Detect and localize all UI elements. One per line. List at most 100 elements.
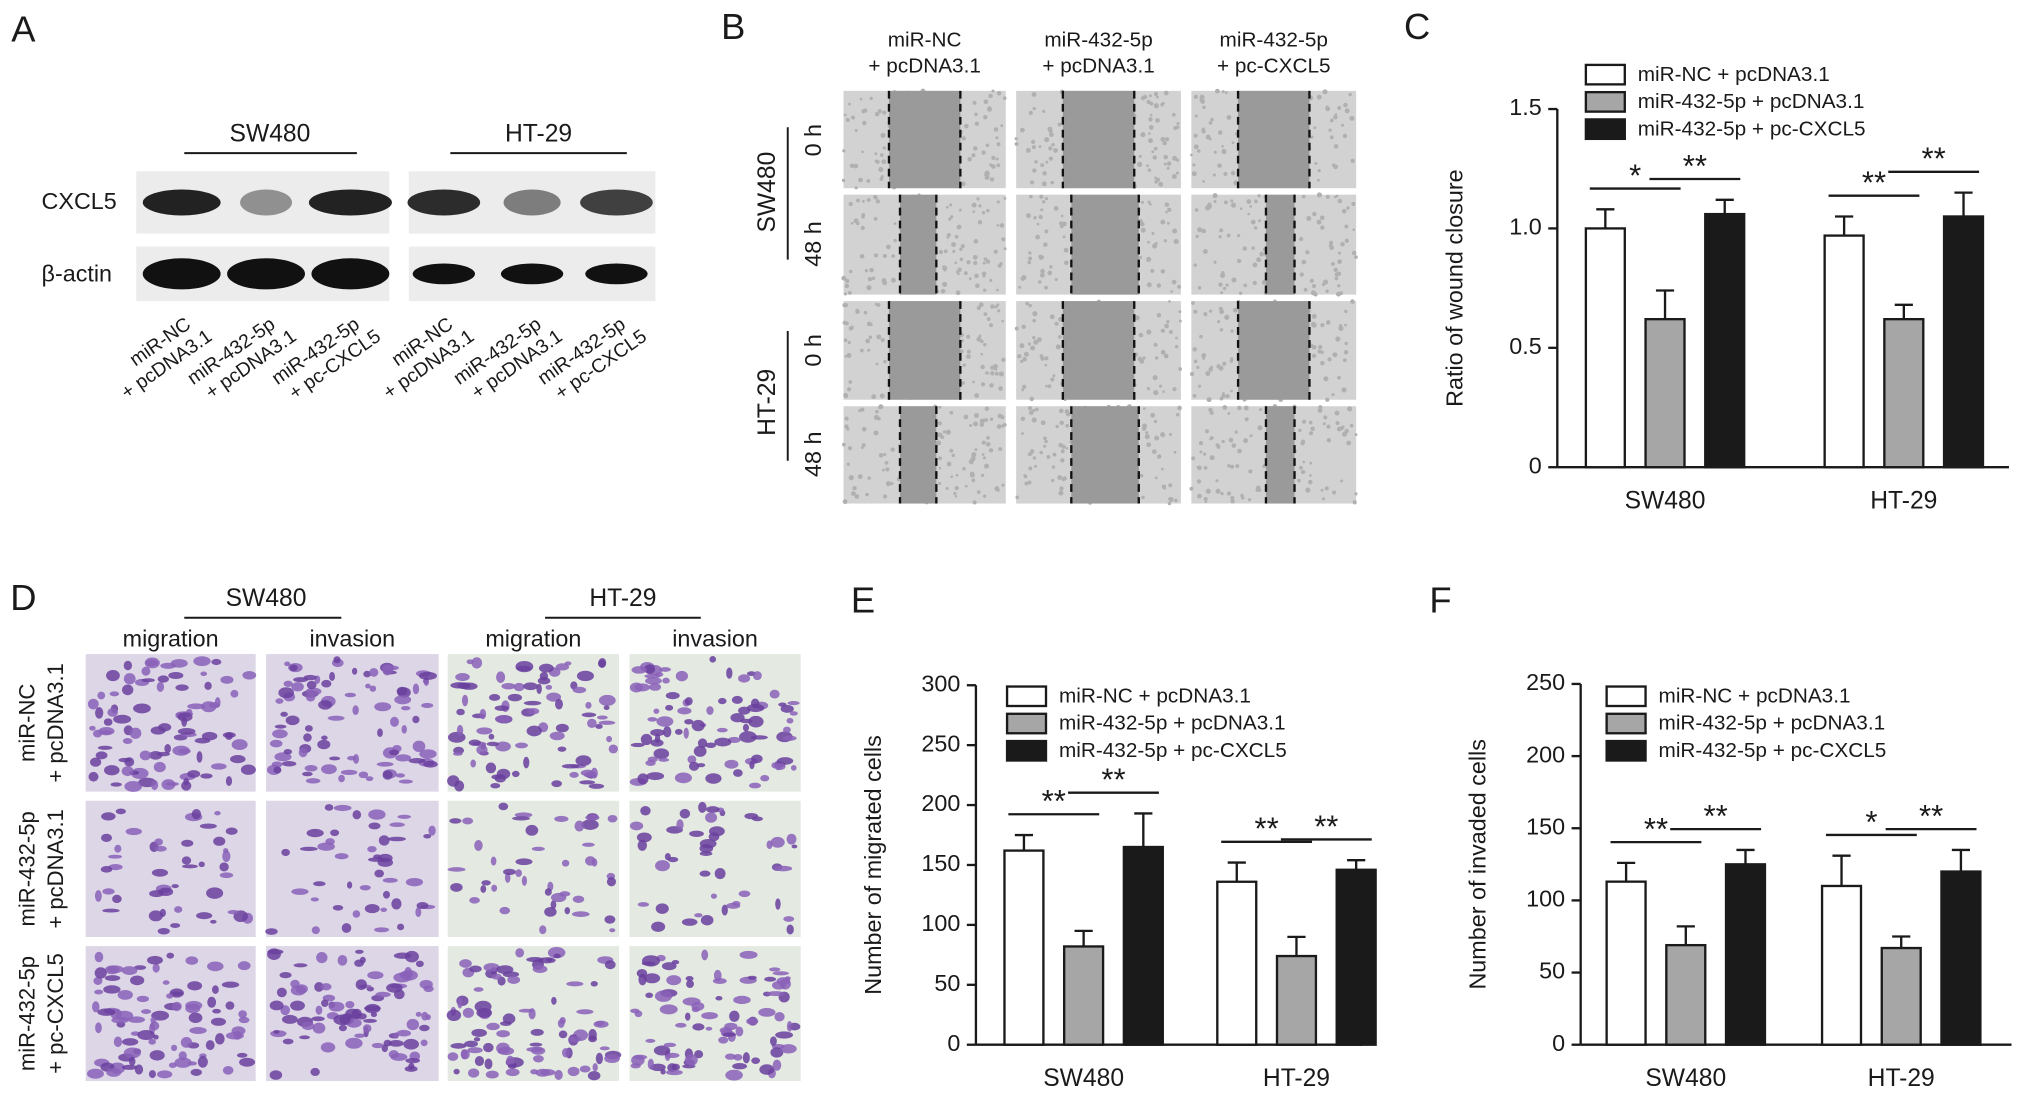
blot-band — [308, 189, 392, 216]
cell-texture — [1224, 91, 1228, 95]
stained-cell — [561, 1047, 570, 1058]
cell-texture — [994, 371, 999, 376]
stained-cell — [476, 1007, 493, 1018]
cell-texture — [980, 382, 986, 387]
stained-cell — [587, 718, 597, 729]
stained-cell — [197, 1056, 208, 1068]
cell-texture — [945, 486, 949, 490]
stained-cell — [659, 1004, 678, 1015]
stained-cell — [495, 741, 511, 752]
y-tick-label: 100 — [921, 910, 960, 936]
stained-cell — [474, 1056, 485, 1067]
cell-texture — [1160, 102, 1164, 107]
cell-texture — [1192, 347, 1197, 352]
cell-texture — [1146, 99, 1151, 105]
cell-texture — [842, 442, 846, 447]
stained-cell — [283, 680, 293, 687]
cell-texture — [1203, 312, 1208, 317]
stained-cell — [513, 682, 525, 692]
cell-texture — [993, 249, 998, 254]
cell-texture — [971, 478, 976, 483]
stained-cell — [758, 1007, 776, 1017]
cell-texture — [1003, 196, 1007, 200]
cell-texture — [1331, 262, 1335, 266]
cell-texture — [1156, 312, 1162, 318]
assay-label: migration — [485, 625, 581, 651]
stained-cell — [106, 1067, 122, 1077]
cell-texture — [1240, 493, 1244, 498]
cell-texture — [1174, 498, 1178, 503]
stained-cell — [185, 956, 199, 965]
stained-cell — [595, 1021, 605, 1027]
cell-texture — [861, 443, 866, 448]
cell-texture — [1174, 345, 1179, 349]
cell-texture — [842, 499, 848, 505]
cell-texture — [1223, 171, 1228, 176]
wound-gap — [888, 301, 961, 400]
stained-cell — [786, 833, 797, 845]
bar — [1335, 868, 1377, 1046]
stained-cell — [428, 825, 436, 836]
stained-cell — [400, 706, 411, 711]
cell-texture — [1309, 278, 1314, 283]
stained-cell — [718, 1036, 729, 1044]
cell-texture — [850, 221, 854, 225]
stained-cell — [210, 919, 217, 924]
cell-texture — [1222, 286, 1227, 291]
cell-texture — [1051, 142, 1055, 147]
wound-gap — [1062, 90, 1135, 189]
cell-texture — [952, 249, 956, 253]
cell-texture — [865, 492, 869, 497]
cell-texture — [841, 178, 846, 183]
cell-texture — [1323, 376, 1329, 382]
cell-texture — [1057, 475, 1063, 481]
cell-texture — [1000, 124, 1004, 128]
stained-cell — [646, 772, 665, 781]
cell-texture — [848, 102, 851, 106]
stained-cell — [290, 1000, 305, 1011]
stained-cell — [494, 705, 509, 711]
cell-texture — [974, 121, 980, 126]
stained-cell — [523, 700, 542, 706]
cell-texture — [1020, 416, 1026, 421]
stained-cell — [709, 656, 717, 663]
cell-texture — [1038, 214, 1043, 220]
cell-texture — [974, 112, 978, 117]
cell-texture — [1018, 285, 1022, 289]
cell-texture — [982, 288, 987, 292]
cell-texture — [996, 163, 1001, 168]
cell-texture — [862, 120, 867, 126]
stained-cell — [94, 890, 102, 902]
cell-texture — [1164, 323, 1169, 329]
cell-texture — [1153, 103, 1159, 109]
legend-swatch — [1005, 739, 1048, 762]
cell-texture — [1029, 194, 1033, 199]
stained-cell — [394, 695, 412, 705]
stained-cell — [724, 759, 739, 769]
cell-texture — [860, 348, 864, 353]
stained-cell — [705, 1026, 713, 1031]
stained-cell — [595, 1052, 603, 1065]
cell-texture — [1236, 258, 1242, 264]
cell-texture — [1165, 137, 1170, 142]
stained-cell — [644, 674, 661, 679]
stained-cell — [654, 990, 673, 1002]
stained-cell — [561, 859, 570, 867]
cell-texture — [985, 143, 990, 148]
cell-texture — [1030, 139, 1036, 145]
stained-cell — [190, 1068, 202, 1076]
time-label: 0 h — [800, 334, 826, 366]
cell-texture — [846, 387, 852, 392]
stained-cell — [496, 768, 511, 780]
legend-swatch — [1584, 63, 1626, 86]
stained-cell — [551, 780, 562, 788]
stained-cell — [193, 656, 211, 667]
stained-cell — [265, 928, 278, 935]
cell-texture — [1148, 117, 1153, 122]
cell-texture — [1176, 121, 1180, 125]
stained-cell — [177, 728, 196, 735]
stained-cell — [701, 1012, 719, 1020]
cell-texture — [1307, 479, 1313, 485]
cell-texture — [1039, 272, 1045, 278]
cell-texture — [1201, 353, 1207, 358]
